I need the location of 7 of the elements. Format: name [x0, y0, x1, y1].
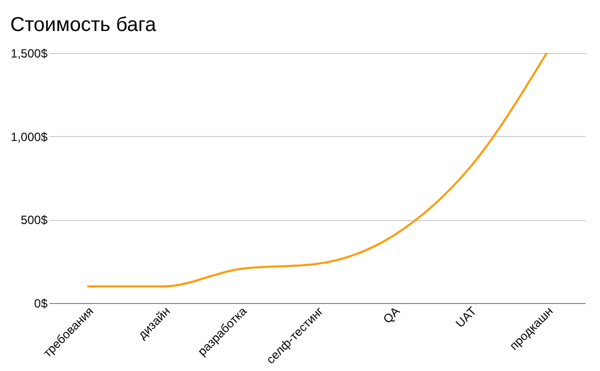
line-series	[86, 52, 548, 288]
y-tick-label: 500$	[20, 213, 48, 228]
x-tick-label: QA	[380, 304, 403, 326]
y-tick-label: 0$	[34, 296, 48, 310]
y-tick-label: 1,000$	[10, 130, 48, 144]
chart-title: Стоимость бага	[10, 14, 157, 36]
y-tick-label: 1,500$	[10, 46, 48, 60]
